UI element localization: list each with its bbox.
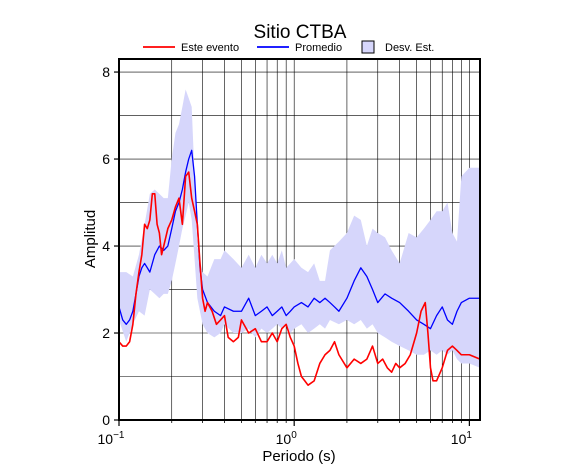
series-este-evento-line <box>118 171 481 387</box>
plot-area: 0 2 4 6 8 10−1 100 101 <box>98 58 481 447</box>
y-axis-label: Amplitud <box>82 210 99 268</box>
chart-title: Sitio CTBA <box>254 22 347 43</box>
legend-label: Desv. Est. <box>385 42 434 54</box>
std-dev-band-layer <box>119 89 480 368</box>
series-promedio-line <box>118 149 480 330</box>
x-axis-label: Periodo (s) <box>262 448 335 465</box>
plot-frame <box>118 58 481 421</box>
legend-label: Este evento <box>181 42 239 54</box>
x-tick-label: 101 <box>451 430 473 447</box>
legend-swatch <box>361 40 375 54</box>
series-layer <box>118 149 481 387</box>
y-tick-label: 8 <box>102 64 110 80</box>
x-tick-label: 10−1 <box>98 430 125 447</box>
legend-label: Promedio <box>295 42 342 54</box>
y-tick-label: 4 <box>102 238 110 254</box>
std-dev-band <box>119 89 480 368</box>
y-tick-label: 2 <box>102 325 110 341</box>
axes: 0 2 4 6 8 10−1 100 101 <box>98 58 481 447</box>
y-tick-label: 6 <box>102 151 110 167</box>
legend: Este evento Promedio Desv. Est. <box>143 40 434 54</box>
y-tick-label: 0 <box>102 412 110 428</box>
x-tick-label: 100 <box>276 430 298 447</box>
